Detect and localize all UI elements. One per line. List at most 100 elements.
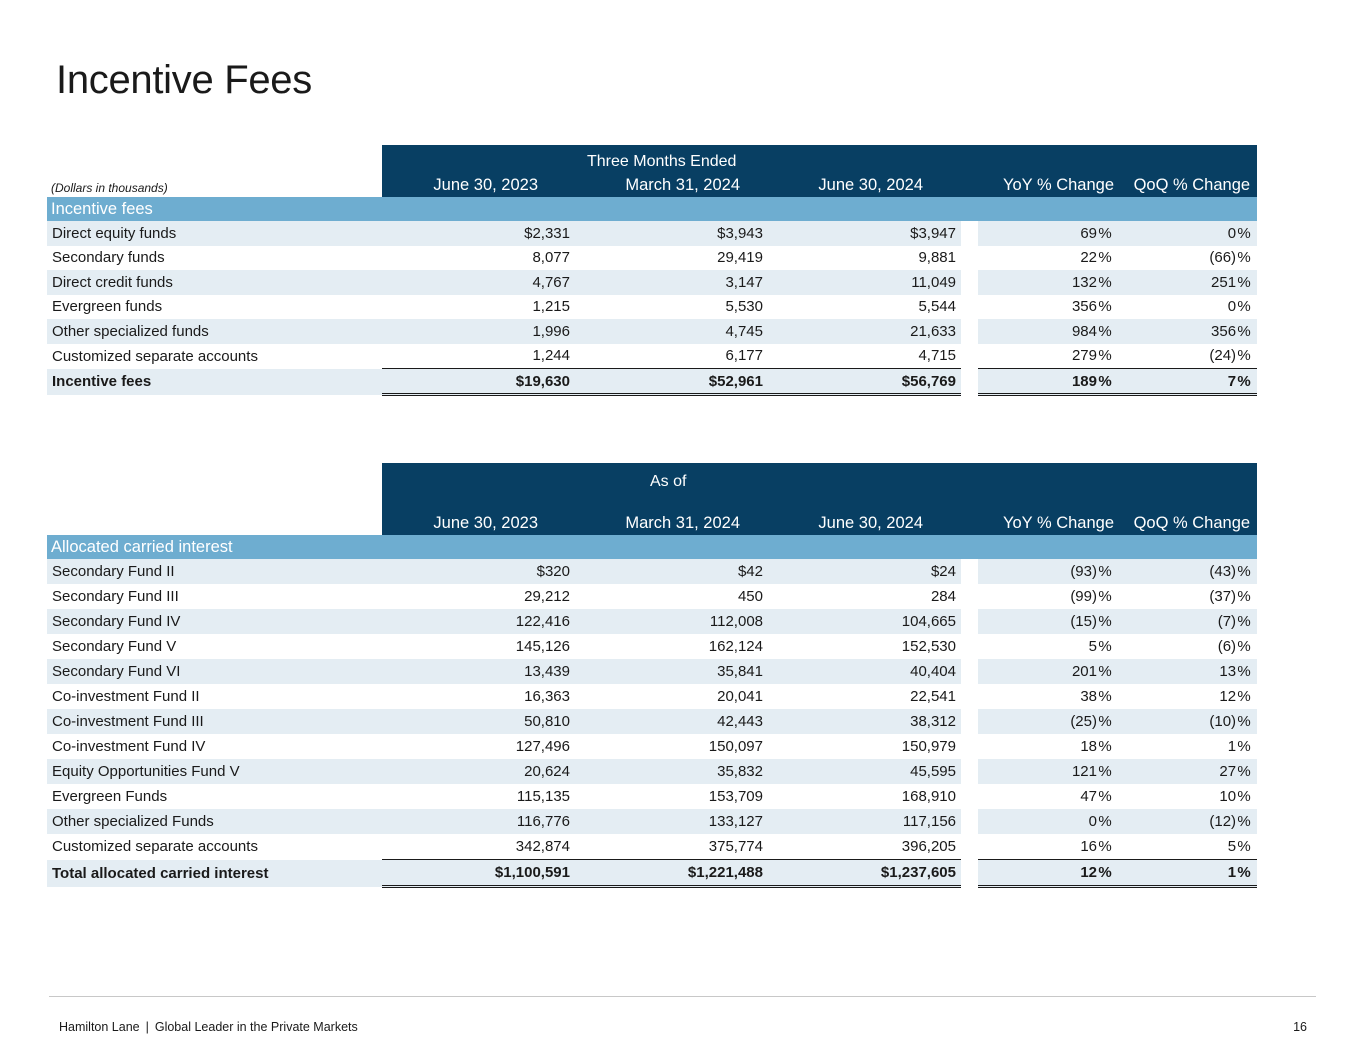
footer-divider xyxy=(49,996,1316,997)
cell-percent: 251% xyxy=(1118,270,1258,295)
page-title: Incentive Fees xyxy=(56,58,312,102)
percent-value: 47 xyxy=(1080,788,1097,805)
percent-value: 201 xyxy=(1071,663,1097,680)
percent-value: 5 xyxy=(1088,638,1097,655)
row-label: Co-investment Fund II xyxy=(47,684,382,709)
table-row: Equity Opportunities Fund V 20,624 35,832 4… xyxy=(47,759,1258,784)
cell-percent: (37)% xyxy=(1118,584,1258,609)
percent-sign: % xyxy=(1098,273,1112,291)
cell-percent: 5% xyxy=(978,634,1118,659)
cell-value: 168,910 xyxy=(768,784,961,809)
cell-value: 35,841 xyxy=(575,659,768,684)
column-header: QoQ % Change xyxy=(1118,171,1258,197)
cell-percent: 5% xyxy=(1118,834,1258,860)
column-gap xyxy=(961,859,978,887)
row-label: Direct credit funds xyxy=(47,270,382,295)
cell-value: 145,126 xyxy=(382,634,575,659)
cell-value: 20,624 xyxy=(382,759,575,784)
percent-sign: % xyxy=(1098,688,1112,705)
cell-percent: 356% xyxy=(1118,319,1258,344)
percent-sign: % xyxy=(1237,813,1251,830)
percent-value: 0 xyxy=(1088,813,1097,830)
cell-percent: 201% xyxy=(978,659,1118,684)
column-gap xyxy=(961,834,978,860)
column-header: YoY % Change xyxy=(978,491,1118,535)
row-label: Total allocated carried interest xyxy=(47,859,382,887)
percent-value: 16 xyxy=(1080,838,1097,855)
percent-value: (10) xyxy=(1209,713,1237,730)
cell-percent: 13% xyxy=(1118,659,1258,684)
cell-value: $24 xyxy=(768,559,961,584)
cell-value: $3,943 xyxy=(575,221,768,246)
percent-sign: % xyxy=(1098,298,1112,316)
table-row: Co-investment Fund II 16,363 20,041 22,541 3… xyxy=(47,684,1258,709)
percent-sign: % xyxy=(1098,763,1112,780)
cell-value: 133,127 xyxy=(575,809,768,834)
row-label: Secondary funds xyxy=(47,245,382,270)
cell-value: $1,221,488 xyxy=(575,859,768,888)
percent-value: 13 xyxy=(1219,663,1237,680)
percent-value: (37) xyxy=(1209,588,1237,605)
cell-value: $320 xyxy=(382,559,575,584)
column-gap xyxy=(961,609,978,634)
percent-sign: % xyxy=(1098,249,1112,267)
period-header: As of xyxy=(382,463,1258,491)
percent-sign: % xyxy=(1237,322,1251,340)
cell-value: 4,767 xyxy=(382,270,575,295)
cell-value: 1,215 xyxy=(382,294,575,319)
percent-sign: % xyxy=(1098,738,1112,755)
cell-value: 8,077 xyxy=(382,245,575,270)
table-row: Customized separate accounts 1,244 6,177 4,… xyxy=(47,343,1258,369)
percent-sign: % xyxy=(1098,588,1112,605)
row-label: Secondary Fund V xyxy=(47,634,382,659)
total-row: Total allocated carried interest $1,100,5… xyxy=(47,859,1258,888)
row-label: Secondary Fund IV xyxy=(47,609,382,634)
cell-percent: 1% xyxy=(1118,734,1258,759)
carried-interest-table: As of June 30, 2023 March 31, 2024 June … xyxy=(47,463,1258,888)
cell-percent: (10)% xyxy=(1118,709,1258,734)
cell-value: $1,237,605 xyxy=(768,859,961,888)
percent-value: 356 xyxy=(1071,298,1097,316)
footer-tagline: Global Leader in the Private Markets xyxy=(154,1020,358,1034)
percent-value: 27 xyxy=(1219,763,1237,780)
incentive-fees-table: Three Months Ended (Dollars in thousands… xyxy=(47,145,1258,396)
percent-sign: % xyxy=(1098,224,1112,242)
cell-percent: (24)% xyxy=(1118,343,1258,369)
cell-value: 40,404 xyxy=(768,659,961,684)
percent-value: 5 xyxy=(1227,838,1237,855)
percent-sign: % xyxy=(1098,322,1112,340)
percent-sign: % xyxy=(1098,663,1112,680)
percent-value: 0 xyxy=(1227,298,1237,316)
cell-value: $56,769 xyxy=(768,368,961,396)
percent-sign: % xyxy=(1237,864,1251,881)
table-row: Evergreen Funds 115,135 153,709 168,910 47% 1… xyxy=(47,784,1258,809)
row-label: Evergreen funds xyxy=(47,294,382,319)
cell-value: 127,496 xyxy=(382,734,575,759)
cell-value: 38,312 xyxy=(768,709,961,734)
table-header-columns: (Dollars in thousands) June 30, 2023 Mar… xyxy=(47,171,1258,197)
cell-percent: (66)% xyxy=(1118,245,1258,270)
cell-value: 104,665 xyxy=(768,609,961,634)
cell-percent: 18% xyxy=(978,734,1118,759)
cell-value: 22,541 xyxy=(768,684,961,709)
percent-sign: % xyxy=(1098,813,1112,830)
column-gap xyxy=(961,343,978,369)
table-row: Secondary Fund II $320 $42 $24 (93)% (43)% xyxy=(47,559,1258,584)
cell-value: 16,363 xyxy=(382,684,575,709)
percent-value: 1 xyxy=(1227,864,1237,881)
percent-value: (24) xyxy=(1209,347,1237,365)
cell-percent: 189% xyxy=(978,368,1118,396)
cell-value: $52,961 xyxy=(575,368,768,396)
cell-value: 375,774 xyxy=(575,834,768,860)
cell-percent: 12% xyxy=(1118,684,1258,709)
percent-value: 10 xyxy=(1219,788,1237,805)
cell-value: 21,633 xyxy=(768,319,961,344)
cell-value: 396,205 xyxy=(768,834,961,860)
row-label: Co-investment Fund III xyxy=(47,709,382,734)
percent-value: 12 xyxy=(1080,864,1097,881)
cell-value: $1,100,591 xyxy=(382,859,575,888)
column-header: QoQ % Change xyxy=(1118,491,1258,535)
percent-value: 12 xyxy=(1219,688,1237,705)
cell-percent: (25)% xyxy=(978,709,1118,734)
cell-percent: 132% xyxy=(978,270,1118,295)
